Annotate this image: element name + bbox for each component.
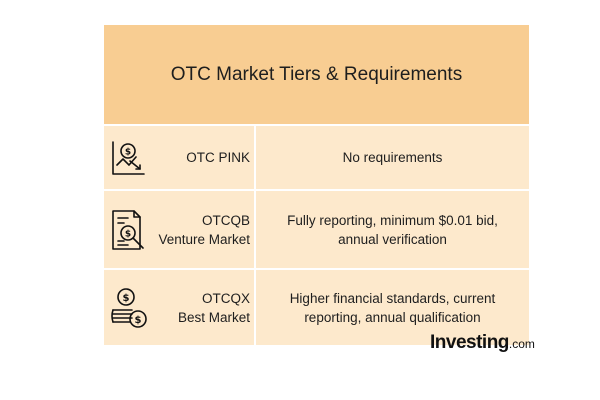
tier-name: OTC PINK [186, 150, 250, 165]
table-row: $ $ OTCQX Best Market Higher financial s… [104, 268, 529, 345]
document-search-icon: $ [110, 208, 146, 252]
investing-logo: Investing .com [430, 332, 535, 353]
requirements-cell: Fully reporting, minimum $0.01 bid, annu… [287, 212, 498, 247]
table-header: OTC Market Tiers & Requirements [104, 25, 529, 124]
table-title: OTC Market Tiers & Requirements [170, 63, 463, 85]
requirements-cell: No requirements [342, 150, 443, 165]
requirements-cell: Higher financial standards, current repo… [289, 290, 496, 325]
market-tiers-table: OTC Market Tiers & Requirements $ OTC PI… [104, 25, 529, 345]
tier-name: OTCQB Venture Market [158, 212, 250, 247]
tier-cell: $ $ OTCQX Best Market [104, 270, 256, 345]
tier-name: OTCQX Best Market [177, 290, 250, 325]
tier-cell: $ OTC PINK [104, 126, 256, 189]
svg-text:$: $ [135, 315, 142, 326]
table-row: $ OTC PINK No requirements [104, 124, 529, 189]
svg-text:$: $ [123, 293, 130, 304]
svg-text:$: $ [125, 147, 131, 157]
coins-icon: $ $ [110, 286, 148, 330]
tier-cell: $ OTCQB Venture Market [104, 191, 256, 268]
table-row: $ OTCQB Venture Market Fully reporting, … [104, 189, 529, 268]
chart-decline-icon: $ [110, 139, 146, 177]
svg-text:$: $ [125, 229, 131, 239]
